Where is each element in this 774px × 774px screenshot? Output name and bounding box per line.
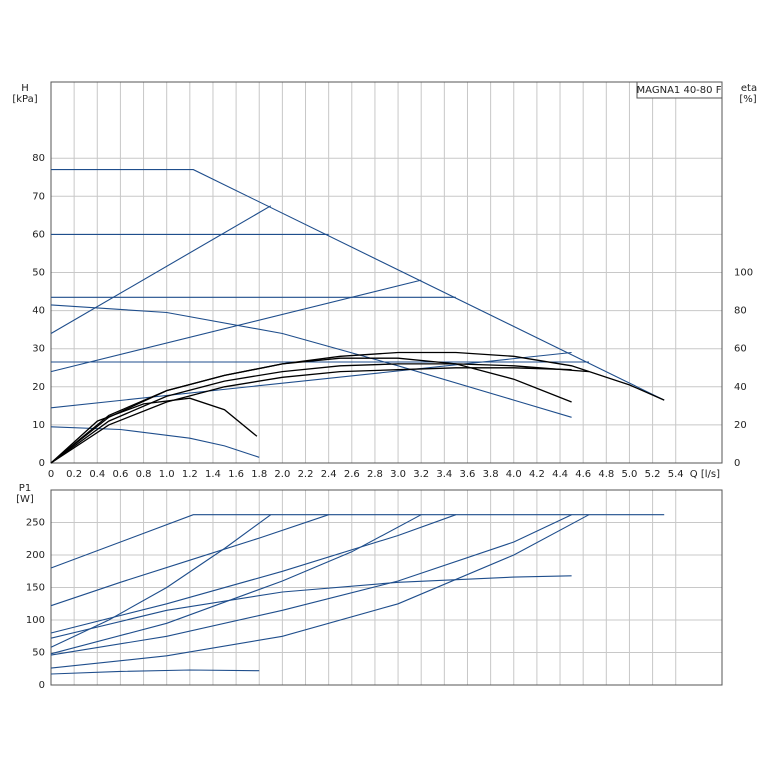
x-tick-label: 3.6 (460, 469, 476, 480)
y-tick-label: 30 (32, 344, 45, 355)
x-tick-label: 3.0 (390, 469, 406, 480)
x-tick-label: 2.6 (344, 469, 360, 480)
x-tick-label: 3.8 (483, 469, 499, 480)
x-tick-label: 0.2 (66, 469, 82, 480)
y-tick-label: 50 (32, 268, 45, 279)
y-tick-label: 70 (32, 191, 45, 202)
x-tick-label: 3.4 (436, 469, 452, 480)
curve (50, 351, 572, 409)
y-label: H (21, 83, 29, 94)
curve (50, 426, 260, 458)
efficiency-curve (50, 367, 572, 464)
curve (50, 514, 572, 656)
y2-tick-label: 100 (734, 268, 753, 279)
x-tick-label: 5.2 (645, 469, 661, 480)
y2-tick-label: 80 (734, 306, 747, 317)
curve (50, 669, 260, 675)
x-tick-label: 2.8 (367, 469, 383, 480)
y-tick-label: 80 (32, 153, 45, 164)
y-label: P1 (19, 483, 31, 494)
curve (51, 169, 665, 401)
y2-unit: [%] (739, 94, 756, 105)
y-unit: [kPa] (12, 94, 37, 105)
y-tick-label: 50 (32, 648, 45, 659)
y-unit: [W] (16, 494, 34, 505)
y2-tick-label: 0 (734, 458, 740, 469)
y-tick-label: 20 (32, 382, 45, 393)
curve (50, 514, 665, 569)
x-tick-label: 4.6 (575, 469, 591, 480)
curve (50, 304, 572, 418)
efficiency-curve (50, 397, 258, 464)
y2-tick-label: 60 (734, 344, 747, 355)
plot-frame (50, 489, 723, 686)
x-tick-label: 4.0 (506, 469, 522, 480)
y2-tick-label: 20 (734, 420, 747, 431)
y-tick-label: 0 (39, 680, 45, 691)
curve (50, 205, 272, 334)
y-tick-label: 60 (32, 229, 45, 240)
x-tick-label: 1.6 (228, 469, 244, 480)
x-tick-label: 1.4 (205, 469, 221, 480)
curve (50, 514, 329, 607)
curve (50, 514, 590, 669)
y-tick-label: 200 (26, 550, 45, 561)
x-tick-label: 0.8 (136, 469, 152, 480)
x-tick-label: 5.0 (621, 469, 637, 480)
x-tick-label: 4.4 (552, 469, 568, 480)
y-tick-label: 40 (32, 306, 45, 317)
x-tick-label: 0.4 (89, 469, 105, 480)
y-tick-label: 10 (32, 420, 45, 431)
plot-frame (50, 81, 723, 464)
curve (50, 575, 572, 639)
efficiency-curve (50, 363, 590, 464)
curve (50, 514, 422, 655)
y-tick-label: 0 (39, 458, 45, 469)
y-tick-label: 150 (26, 583, 45, 594)
x-tick-label: 3.2 (413, 469, 429, 480)
efficiency-curve (50, 357, 572, 464)
y2-label: eta (741, 83, 757, 94)
curve (50, 514, 457, 634)
x-tick-label: 1.8 (251, 469, 267, 480)
x-tick-label: 2.2 (298, 469, 314, 480)
curve (50, 279, 422, 373)
x-tick-label: 0.6 (112, 469, 128, 480)
x-tick-label: 4.8 (598, 469, 614, 480)
x-label: Q [l/s] (690, 469, 720, 480)
x-tick-label: 4.2 (529, 469, 545, 480)
x-tick-label: 1.2 (182, 469, 198, 480)
x-tick-label: 0 (48, 469, 54, 480)
model-box (636, 81, 723, 99)
x-tick-label: 1.0 (159, 469, 175, 480)
efficiency-curve (50, 351, 665, 464)
model-label: MAGNA1 40-80 F (637, 85, 722, 96)
x-tick-label: 2.4 (321, 469, 337, 480)
y2-tick-label: 40 (734, 382, 747, 393)
y-tick-label: 250 (26, 518, 45, 529)
y-tick-label: 100 (26, 615, 45, 626)
x-tick-label: 2.0 (274, 469, 290, 480)
x-tick-label: 5.4 (668, 469, 684, 480)
